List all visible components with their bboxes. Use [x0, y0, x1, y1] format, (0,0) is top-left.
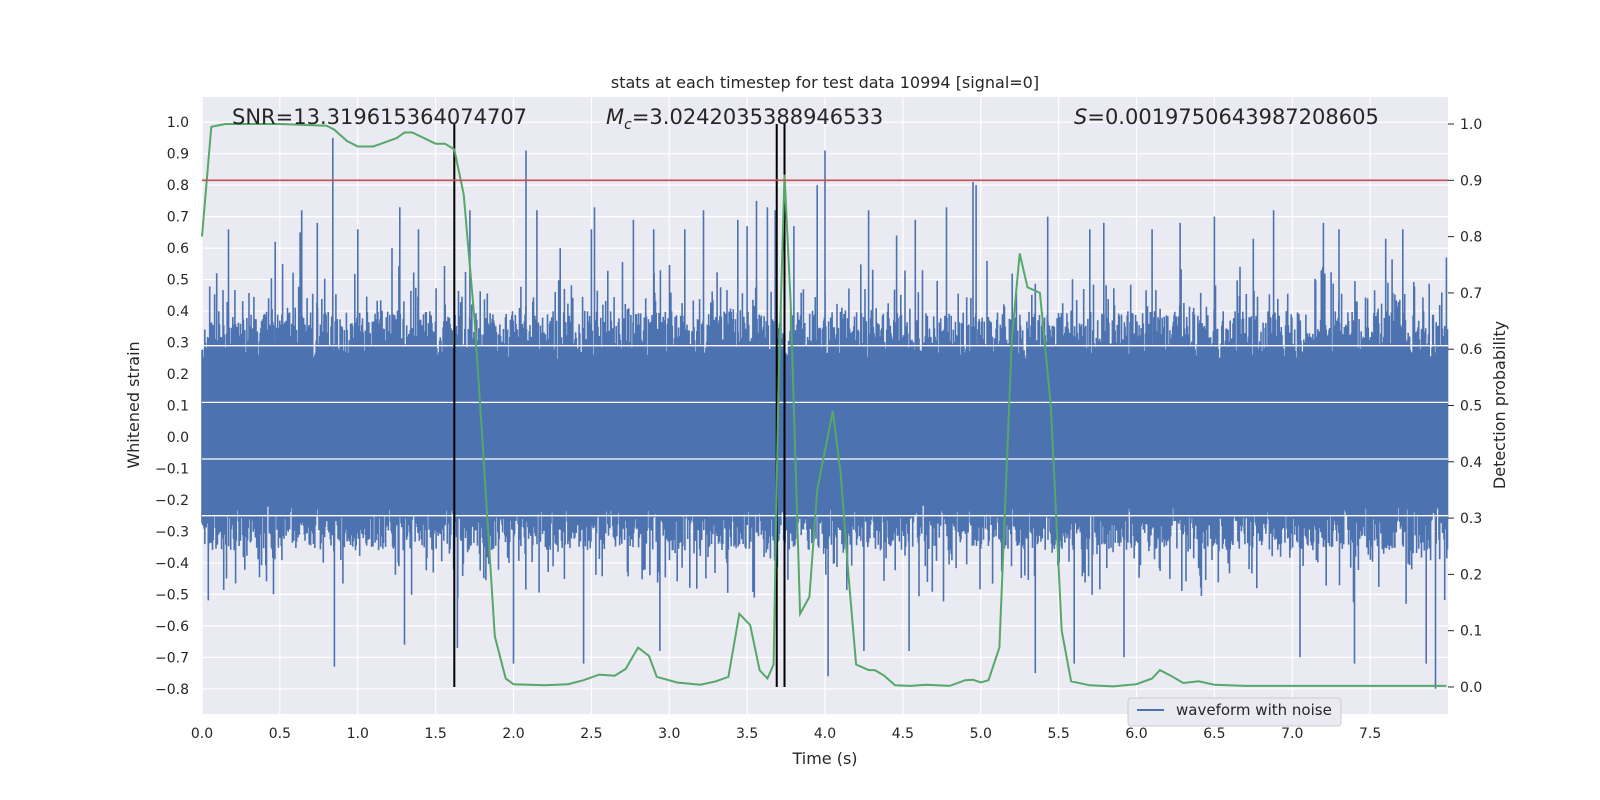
x-tick-label: 3.0 [658, 726, 680, 742]
chirp-mass-annotation: Mc=3.0242035388946533 [606, 105, 883, 133]
y2-tick-label: 0.8 [1460, 230, 1482, 246]
x-tick-label: 0.0 [191, 726, 213, 742]
x-tick-label: 4.0 [814, 726, 836, 742]
x-tick-label: 5.5 [1047, 726, 1069, 742]
y2-tick-label: 0.5 [1460, 399, 1482, 415]
y-tick-label: 0.7 [167, 210, 189, 226]
y2-tick-label: 0.4 [1460, 455, 1482, 471]
score-symbol: S [1074, 105, 1087, 129]
chirp-mass-symbol: M [606, 105, 624, 129]
x-tick-label: 5.0 [970, 726, 992, 742]
x-axis-label: Time (s) [791, 749, 857, 768]
y-tick-label: −0.1 [155, 461, 189, 477]
y2-tick-label: 0.3 [1460, 511, 1482, 527]
y-tick-label: −0.2 [155, 493, 189, 509]
x-axis-ticks: 0.0 0.5 1.0 1.5 2.0 2.5 3.0 3.5 4.0 4.5 5.0 5.5 6.0 6… [191, 726, 1381, 742]
x-tick-label: 2.0 [502, 726, 524, 742]
legend-label: waveform with noise [1176, 701, 1332, 719]
y-tick-label: 0.4 [167, 304, 189, 320]
x-tick-label: 1.5 [424, 726, 446, 742]
chirp-mass-subscript: c [624, 117, 632, 133]
y-tick-label: −0.4 [155, 556, 189, 572]
y-tick-label: −0.5 [155, 587, 189, 603]
y-axis-ticks: 1.0 0.9 0.8 0.7 0.6 0.5 0.4 0.3 0.2 0.1 0.0 −0.1 −0.… [155, 115, 189, 698]
score-annotation: S=0.0019750643987208605 [1074, 105, 1379, 129]
detection-probability-line [201, 123, 1447, 688]
y-tick-label: −0.6 [155, 619, 189, 635]
x-tick-label: 4.5 [892, 726, 914, 742]
y-tick-label: 1.0 [167, 115, 189, 131]
y-tick-label: 0.0 [167, 430, 189, 446]
x-tick-label: 3.5 [736, 726, 758, 742]
y2-tick-label: 0.2 [1460, 567, 1482, 583]
event-markers [453, 124, 786, 687]
chart-title: stats at each timestep for test data 109… [611, 73, 1039, 92]
score-value: =0.0019750643987208605 [1087, 105, 1379, 129]
x-tick-label: 0.5 [269, 726, 291, 742]
x-tick-label: 7.5 [1359, 726, 1381, 742]
x-tick-label: 7.0 [1281, 726, 1303, 742]
y2-tick-label: 1.0 [1460, 117, 1482, 133]
y-axis-label: Whitened strain [124, 341, 143, 468]
chirp-mass-value: =3.0242035388946533 [632, 105, 883, 129]
waveform-with-noise-line [201, 137, 1449, 689]
y-tick-label: 0.2 [167, 367, 189, 383]
y-tick-label: −0.8 [155, 682, 189, 698]
snr-annotation: SNR=13.319615364074707 [232, 105, 527, 129]
y2-axis-ticks: 1.0 0.9 0.8 0.7 0.6 0.5 0.4 0.3 0.2 0.1 0.0 [1448, 117, 1482, 696]
y-tick-label: 0.5 [167, 273, 189, 289]
y-tick-label: 0.3 [167, 336, 189, 352]
x-tick-label: 6.0 [1125, 726, 1147, 742]
y-tick-label: −0.3 [155, 524, 189, 540]
y-tick-label: 0.8 [167, 178, 189, 194]
y2-tick-label: 0.7 [1460, 286, 1482, 302]
x-tick-label: 6.5 [1203, 726, 1225, 742]
y2-tick-label: 0.1 [1460, 624, 1482, 640]
y2-axis-label: Detection probability [1490, 321, 1509, 489]
y2-tick-label: 0.0 [1460, 680, 1482, 696]
x-tick-label: 1.0 [347, 726, 369, 742]
y-tick-label: 0.1 [167, 399, 189, 415]
y2-tick-label: 0.9 [1460, 173, 1482, 189]
y-tick-label: −0.7 [155, 650, 189, 666]
y-tick-label: 0.9 [167, 147, 189, 163]
legend-box [1127, 697, 1342, 727]
x-tick-label: 2.5 [580, 726, 602, 742]
y-tick-label: 0.6 [167, 241, 189, 257]
y2-tick-label: 0.6 [1460, 342, 1482, 358]
detection-probability-series [201, 123, 1447, 688]
legend: waveform with noise [1127, 697, 1342, 727]
waveform-with-noise-series [201, 137, 1449, 689]
